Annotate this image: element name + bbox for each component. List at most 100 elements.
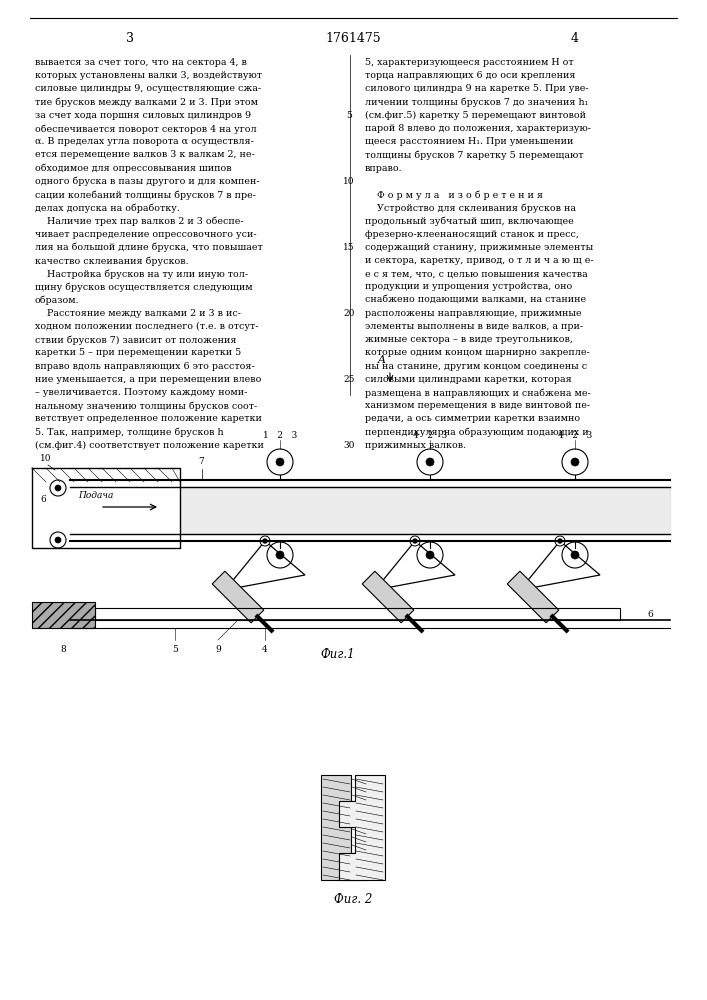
Text: – увеличивается. Поэтому каждому номи-: – увеличивается. Поэтому каждому номи- [35, 388, 247, 397]
Text: 7: 7 [198, 457, 204, 466]
Text: 10: 10 [40, 454, 52, 463]
Text: 1761475: 1761475 [325, 31, 381, 44]
Text: 6: 6 [647, 610, 653, 619]
Text: которые одним концом шарнирно закрепле-: которые одним концом шарнирно закрепле- [365, 348, 590, 357]
Text: качество склеивания брусков.: качество склеивания брусков. [35, 256, 189, 265]
Circle shape [263, 539, 267, 543]
Text: ние уменьшается, а при перемещении влево: ние уменьшается, а при перемещении влево [35, 375, 262, 384]
Circle shape [413, 539, 417, 543]
Text: силовые цилиндры 9, осуществляющие сжа-: силовые цилиндры 9, осуществляющие сжа- [35, 84, 261, 93]
Text: силового цилиндра 9 на каретке 5. При уве-: силового цилиндра 9 на каретке 5. При ув… [365, 84, 589, 93]
Text: щину брусков осуществляется следующим: щину брусков осуществляется следующим [35, 282, 252, 292]
Text: ется перемещение валков 3 к валкам 2, не-: ется перемещение валков 3 к валкам 2, не… [35, 150, 255, 159]
Text: торца направляющих 6 до оси крепления: торца направляющих 6 до оси крепления [365, 71, 575, 80]
Text: снабжено подающими валками, на станине: снабжено подающими валками, на станине [365, 296, 586, 305]
Text: и сектора, каретку, привод, о т л и ч а ю щ е-: и сектора, каретку, привод, о т л и ч а … [365, 256, 594, 265]
Circle shape [571, 551, 579, 559]
Text: обеспечивается поворот секторов 4 на угол: обеспечивается поворот секторов 4 на уго… [35, 124, 257, 133]
Text: Фиг.1: Фиг.1 [320, 648, 355, 661]
Text: 30: 30 [344, 441, 355, 450]
Text: Расстояние между валками 2 и 3 в ис-: Расстояние между валками 2 и 3 в ис- [35, 309, 241, 318]
Bar [32, 602, 95, 628]
Text: редачи, а ось симметрии каретки взаимно: редачи, а ось симметрии каретки взаимно [365, 414, 580, 423]
Text: прижимных валков.: прижимных валков. [365, 441, 466, 450]
Text: ны на станине, другим концом соединены с: ны на станине, другим концом соединены с [365, 362, 587, 371]
Text: 8: 8 [60, 645, 66, 654]
Text: (см.фиг.5) каретку 5 перемещают винтовой: (см.фиг.5) каретку 5 перемещают винтовой [365, 111, 586, 120]
Text: одного бруска в пазы другого и для компен-: одного бруска в пазы другого и для компе… [35, 177, 259, 186]
Text: 4: 4 [571, 31, 579, 44]
Text: ханизмом перемещения в виде винтовой пе-: ханизмом перемещения в виде винтовой пе- [365, 401, 590, 410]
Text: которых установлены валки 3, воздействуют: которых установлены валки 3, воздействую… [35, 71, 262, 80]
Text: 5, характеризующееся расстоянием H от: 5, характеризующееся расстоянием H от [365, 58, 573, 67]
Text: силовыми цилиндрами каретки, которая: силовыми цилиндрами каретки, которая [365, 375, 572, 384]
Text: 9: 9 [215, 645, 221, 654]
Text: ветствует определенное положение каретки: ветствует определенное положение каретки [35, 414, 262, 423]
Bar [95, 608, 620, 620]
Text: 6: 6 [40, 495, 46, 504]
Circle shape [260, 536, 270, 546]
Text: парой 8 влево до положения, характеризую-: парой 8 влево до положения, характеризую… [365, 124, 591, 133]
Text: содержащий станину, прижимные элементы: содержащий станину, прижимные элементы [365, 243, 593, 252]
Text: 4   2   3: 4 2 3 [558, 431, 592, 440]
Polygon shape [362, 571, 414, 623]
Text: элементы выполнены в виде валков, а при-: элементы выполнены в виде валков, а при- [365, 322, 583, 331]
Text: Наличие трех пар валков 2 и 3 обеспе-: Наличие трех пар валков 2 и 3 обеспе- [35, 216, 244, 226]
Text: перпендикулярна образующим подающих и: перпендикулярна образующим подающих и [365, 428, 589, 437]
Text: расположены направляющие, прижимные: расположены направляющие, прижимные [365, 309, 582, 318]
Text: продукции и упрощения устройства, оно: продукции и упрощения устройства, оно [365, 282, 572, 291]
Text: 5: 5 [172, 645, 178, 654]
Text: 5: 5 [346, 111, 352, 120]
Text: Устройство для склеивания брусков на: Устройство для склеивания брусков на [365, 203, 576, 213]
Circle shape [426, 551, 434, 559]
Text: 1   2   3: 1 2 3 [263, 431, 297, 440]
Text: щееся расстоянием H₁. При уменьшении: щееся расстоянием H₁. При уменьшении [365, 137, 573, 146]
Text: 15: 15 [343, 243, 355, 252]
Text: (см.фиг.4) соответствует положение каретки: (см.фиг.4) соответствует положение карет… [35, 441, 264, 450]
Polygon shape [507, 571, 559, 623]
Text: лия на большой длине бруска, что повышает: лия на большой длине бруска, что повышае… [35, 243, 263, 252]
Circle shape [276, 551, 284, 559]
Text: е с я тем, что, с целью повышения качества: е с я тем, что, с целью повышения качест… [365, 269, 588, 278]
Circle shape [558, 539, 562, 543]
Text: α. В пределах угла поворота α осуществля-: α. В пределах угла поворота α осуществля… [35, 137, 254, 146]
Text: Подача: Подача [78, 491, 113, 500]
Polygon shape [212, 571, 264, 623]
Circle shape [555, 536, 565, 546]
Text: жимные сектора – в виде треугольников,: жимные сектора – в виде треугольников, [365, 335, 573, 344]
Text: продольный зубчатый шип, включающее: продольный зубчатый шип, включающее [365, 216, 574, 226]
Text: сации колебаний толщины брусков 7 в пре-: сации колебаний толщины брусков 7 в пре- [35, 190, 256, 200]
Text: размещена в направляющих и снабжена ме-: размещена в направляющих и снабжена ме- [365, 388, 591, 397]
Text: обходимое для опрессовывания шипов: обходимое для опрессовывания шипов [35, 164, 232, 173]
Text: Фиг. 2: Фиг. 2 [334, 893, 372, 906]
Text: тие брусков между валками 2 и 3. При этом: тие брусков между валками 2 и 3. При это… [35, 98, 258, 107]
Text: каретки 5 – при перемещении каретки 5: каретки 5 – при перемещении каретки 5 [35, 348, 241, 357]
Text: Ф о р м у л а   и з о б р е т е н и я: Ф о р м у л а и з о б р е т е н и я [365, 190, 543, 200]
Text: чивает распределение опрессовочного уси-: чивает распределение опрессовочного уси- [35, 230, 257, 239]
Text: нальному значению толщины брусков соот-: нальному значению толщины брусков соот- [35, 401, 257, 411]
Polygon shape [339, 775, 385, 880]
Text: образом.: образом. [35, 296, 80, 305]
Text: толщины брусков 7 каретку 5 перемещают: толщины брусков 7 каретку 5 перемещают [365, 150, 583, 160]
Text: ствии брусков 7) зависит от положения: ствии брусков 7) зависит от положения [35, 335, 237, 345]
Text: ходном положении последнего (т.е. в отсут-: ходном положении последнего (т.е. в отсу… [35, 322, 259, 331]
Text: фрезерно-клеенаносящий станок и пресс,: фрезерно-клеенаносящий станок и пресс, [365, 230, 579, 239]
Circle shape [276, 458, 284, 466]
Circle shape [426, 458, 434, 466]
Polygon shape [321, 775, 367, 880]
Circle shape [55, 537, 61, 543]
Text: A: A [378, 355, 386, 365]
Text: вывается за счет того, что на сектора 4, в: вывается за счет того, что на сектора 4,… [35, 58, 247, 67]
Text: делах допуска на обработку.: делах допуска на обработку. [35, 203, 180, 213]
Text: 20: 20 [344, 309, 355, 318]
Circle shape [571, 458, 579, 466]
Text: вправо.: вправо. [365, 164, 402, 173]
Text: 5. Так, например, толщине брусков h: 5. Так, например, толщине брусков h [35, 428, 223, 437]
Text: 4   2   3: 4 2 3 [413, 431, 447, 440]
Text: вправо вдоль направляющих 6 это расстоя-: вправо вдоль направляющих 6 это расстоя- [35, 362, 255, 371]
Text: 4: 4 [262, 645, 268, 654]
Text: 10: 10 [344, 177, 355, 186]
Text: 25: 25 [344, 375, 355, 384]
Text: личении толщины брусков 7 до значения h₁: личении толщины брусков 7 до значения h₁ [365, 98, 588, 107]
Circle shape [55, 485, 61, 491]
